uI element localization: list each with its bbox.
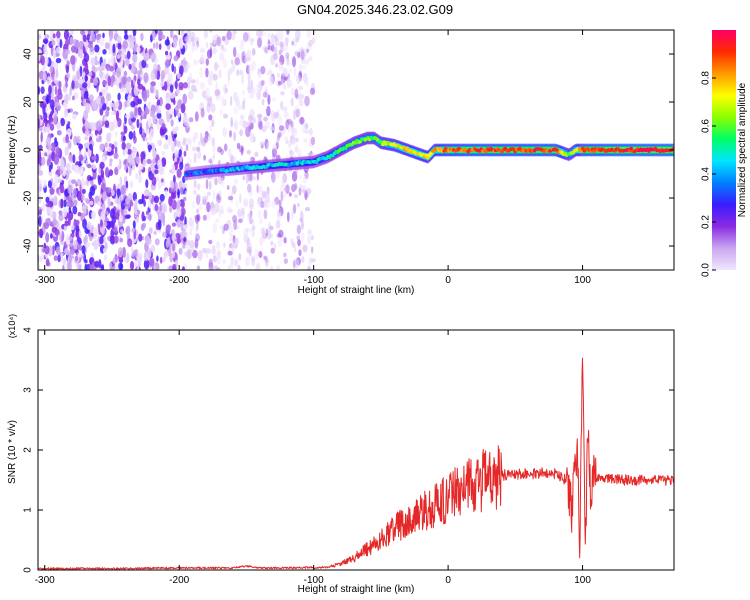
spectrogram-x-tick-label: 0: [445, 275, 451, 286]
colorbar-gradient: [712, 30, 736, 270]
snr-y-axis-label: SNR (10 * v/v): [7, 420, 18, 484]
snr-y-tick-label: 0: [23, 567, 34, 573]
colorbar-tick-label: 0.0: [701, 263, 712, 277]
spectrogram-y-tick-label: -40: [23, 238, 34, 253]
colorbar-tick-label: 0.2: [701, 215, 712, 229]
snr-scale-label: (x10⁴): [7, 314, 17, 338]
snr-x-ticks: -300 -200 -100 0 100: [35, 330, 591, 586]
snr-y-tick-label: 3: [23, 387, 34, 393]
snr-panel: -300 -200 -100 0 100 0 1 2 3 4 Height of straigh…: [7, 314, 675, 595]
spectrogram-x-tick-label: 100: [574, 275, 591, 286]
figure-title: GN04.2025.346.23.02.G09: [296, 2, 454, 17]
spectrogram-noise-layer: [38, 30, 317, 270]
spectrogram-y-axis-label: Frequency (Hz): [7, 116, 18, 185]
spectrogram-x-tick-label: -200: [169, 275, 189, 286]
spectrogram-x-axis-label: Height of straight line (km): [298, 285, 415, 296]
snr-x-tick-label: 100: [574, 575, 591, 586]
colorbar-ticks: 0.0 0.2 0.4 0.6 0.8: [701, 71, 716, 277]
snr-y-tick-label: 4: [23, 327, 34, 333]
snr-x-tick-label: 0: [445, 575, 451, 586]
spectrogram-y-ticks: -40 -20 0 20 40: [23, 48, 674, 253]
colorbar-tick-label: 0.8: [701, 71, 712, 85]
snr-y-tick-label: 1: [23, 507, 34, 513]
snr-background: [38, 330, 674, 570]
spectrogram-y-tick-label: 20: [23, 96, 34, 108]
snr-series-line: [38, 357, 674, 570]
spectrogram-y-tick-label: 0: [23, 147, 34, 153]
snr-x-axis-label: Height of straight line (km): [298, 584, 415, 595]
snr-x-tick-label: -300: [35, 575, 55, 586]
colorbar: 0.0 0.2 0.4 0.6 0.8 Normalized spectral ampl…: [701, 30, 748, 277]
spectrogram-y-tick-label: -20: [23, 190, 34, 205]
colorbar-tick-label: 0.6: [701, 119, 712, 133]
colorbar-label: Normalized spectral amplitude: [737, 82, 748, 217]
snr-x-tick-label: -100: [304, 575, 324, 586]
snr-x-tick-label: -200: [169, 575, 189, 586]
snr-y-ticks: 0 1 2 3 4: [23, 327, 674, 573]
spectrogram-x-ticks: -300 -200 -100 0 100: [35, 30, 591, 286]
colorbar-tick-label: 0.4: [701, 167, 712, 181]
snr-y-tick-label: 2: [23, 447, 34, 453]
spectrogram-x-tick-label: -100: [304, 275, 324, 286]
spectrogram-x-tick-label: -300: [35, 275, 55, 286]
spectrogram-y-tick-label: 40: [23, 48, 34, 60]
